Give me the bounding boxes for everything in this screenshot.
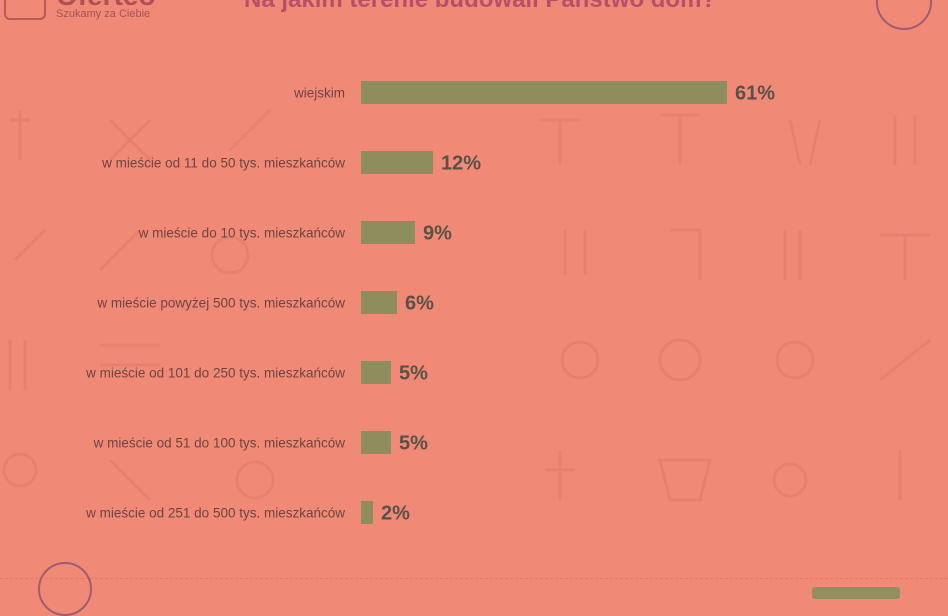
- bar: [361, 221, 415, 244]
- bar: [361, 81, 727, 104]
- bar: [361, 501, 373, 524]
- category-label: wiejskim: [293, 86, 345, 101]
- brand-name: Oferteo: [56, 0, 156, 12]
- value-label: 2%: [381, 503, 410, 525]
- footer-divider: [0, 578, 948, 579]
- value-label: 6%: [405, 293, 434, 315]
- value-label: 9%: [423, 223, 452, 245]
- chart-title: Na jakim terenie budowali Państwo dom?: [244, 0, 804, 14]
- value-label: 5%: [399, 433, 428, 455]
- category-label: w mieście do 10 tys. mieszkańców: [138, 226, 346, 241]
- category-label: w mieście od 11 do 50 tys. mieszkańców: [101, 156, 345, 171]
- value-label: 5%: [399, 363, 428, 385]
- brand-tagline: Szukamy za Ciebie: [56, 8, 151, 20]
- bar: [361, 291, 397, 314]
- bar: [361, 431, 391, 454]
- bar: [361, 151, 433, 174]
- bar-chart: wiejskim 61% w mieście od 11 do 50 tys. mi…: [85, 81, 775, 525]
- logo-icon: [4, 0, 46, 20]
- value-label: 61%: [735, 83, 775, 105]
- value-label: 12%: [441, 153, 481, 175]
- background-tools-pattern: [0, 0, 948, 593]
- category-label: w mieście od 51 do 100 tys. mieszkańców: [93, 436, 346, 451]
- category-label: w mieście powyżej 500 tys. mieszkańców: [96, 296, 345, 311]
- people-icon: [38, 562, 92, 616]
- bar: [361, 361, 391, 384]
- footer-badge: [812, 587, 900, 599]
- category-label: w mieście od 251 do 500 tys. mieszkańców: [85, 506, 345, 521]
- category-label: w mieście od 101 do 250 tys. mieszkańców: [85, 366, 345, 381]
